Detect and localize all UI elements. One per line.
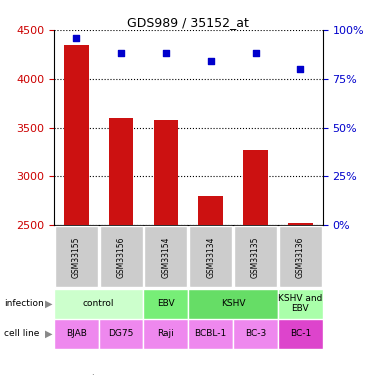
Bar — [144, 319, 188, 349]
Text: EBV: EBV — [157, 299, 175, 308]
Text: ■: ■ — [54, 374, 63, 375]
FancyBboxPatch shape — [234, 226, 277, 288]
Text: DG75: DG75 — [108, 329, 134, 338]
Bar — [188, 289, 278, 319]
Text: GSM33154: GSM33154 — [161, 236, 170, 278]
Text: GSM33134: GSM33134 — [206, 236, 215, 278]
Bar — [54, 319, 99, 349]
Text: BC-1: BC-1 — [290, 329, 311, 338]
Bar — [243, 150, 268, 225]
Text: GSM33156: GSM33156 — [116, 236, 125, 278]
FancyBboxPatch shape — [99, 226, 142, 288]
Text: BJAB: BJAB — [66, 329, 87, 338]
Text: KSHV: KSHV — [221, 299, 245, 308]
Text: ▶: ▶ — [45, 299, 52, 309]
Bar — [198, 196, 223, 225]
Text: count: count — [70, 374, 96, 375]
Bar — [278, 289, 323, 319]
Text: KSHV and
EBV: KSHV and EBV — [278, 294, 322, 314]
Point — [118, 50, 124, 56]
Text: control: control — [83, 299, 114, 308]
Text: BC-3: BC-3 — [245, 329, 266, 338]
Point — [163, 50, 169, 56]
Bar — [144, 289, 188, 319]
FancyBboxPatch shape — [189, 226, 232, 288]
FancyBboxPatch shape — [279, 226, 322, 288]
Bar — [233, 319, 278, 349]
Text: ▶: ▶ — [45, 329, 52, 339]
Point — [253, 50, 259, 56]
Bar — [109, 118, 133, 225]
Title: GDS989 / 35152_at: GDS989 / 35152_at — [127, 16, 249, 29]
Bar — [54, 289, 144, 319]
Point — [208, 58, 214, 64]
Text: Raji: Raji — [158, 329, 174, 338]
FancyBboxPatch shape — [55, 226, 98, 288]
Bar — [288, 223, 313, 225]
Text: cell line: cell line — [4, 329, 39, 338]
Text: GSM33155: GSM33155 — [72, 236, 81, 278]
Text: GSM33136: GSM33136 — [296, 236, 305, 278]
Bar — [188, 319, 233, 349]
Point — [73, 35, 79, 41]
Text: GSM33135: GSM33135 — [251, 236, 260, 278]
Point — [298, 66, 303, 72]
Text: BCBL-1: BCBL-1 — [194, 329, 227, 338]
Bar — [64, 45, 89, 225]
FancyBboxPatch shape — [144, 226, 187, 288]
Text: infection: infection — [4, 299, 43, 308]
Bar — [278, 319, 323, 349]
Bar — [154, 120, 178, 225]
Bar — [99, 319, 144, 349]
